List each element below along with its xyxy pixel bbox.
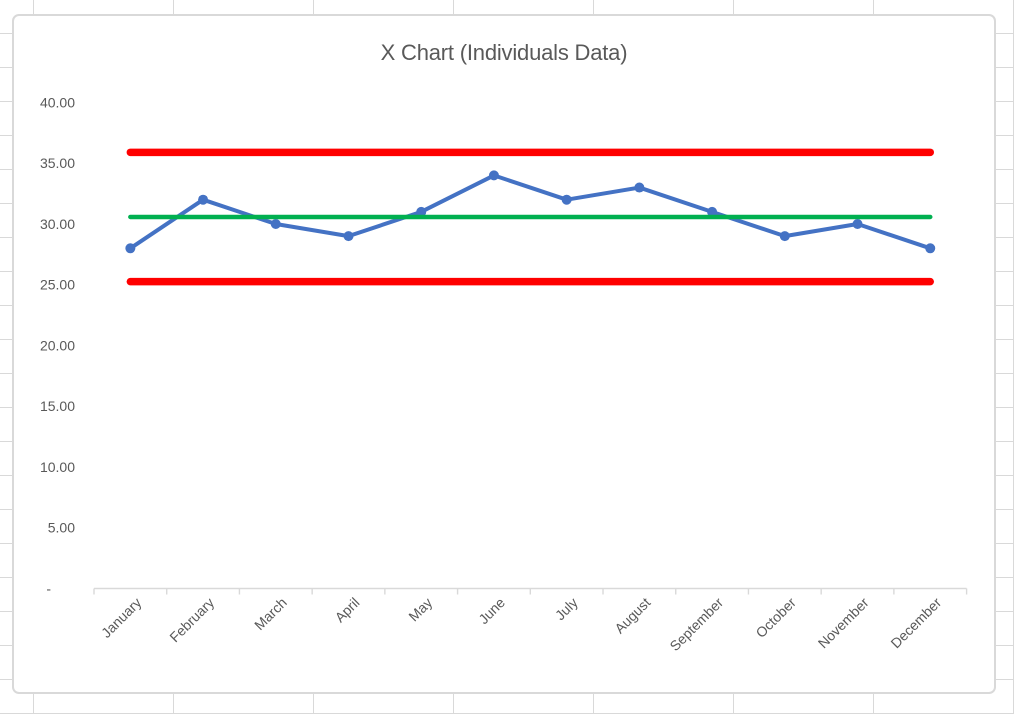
x-axis-label[interactable]: October bbox=[752, 594, 799, 641]
data-point-marker[interactable] bbox=[488, 170, 499, 181]
data-point-marker[interactable] bbox=[561, 194, 572, 205]
data-point-marker[interactable] bbox=[416, 206, 427, 217]
x-axis-label[interactable]: February bbox=[166, 594, 217, 645]
data-point-marker[interactable] bbox=[198, 194, 209, 205]
y-axis-label[interactable]: 40.00 bbox=[40, 94, 75, 110]
x-axis-label[interactable]: May bbox=[405, 594, 435, 624]
data-point-marker[interactable] bbox=[707, 206, 718, 217]
data-point-marker[interactable] bbox=[343, 231, 354, 242]
y-axis-label[interactable]: 30.00 bbox=[40, 216, 75, 232]
x-axis-label[interactable]: August bbox=[611, 594, 653, 636]
series-line-individuals[interactable] bbox=[128, 173, 933, 251]
chart-title[interactable]: X Chart (Individuals Data) bbox=[380, 40, 628, 65]
x-axis-label[interactable]: July bbox=[552, 594, 581, 623]
x-axis-label[interactable]: June bbox=[475, 594, 508, 627]
y-axis-label[interactable]: 15.00 bbox=[40, 398, 75, 414]
y-axis-label[interactable]: 35.00 bbox=[40, 155, 75, 171]
x-axis-label[interactable]: December bbox=[887, 594, 944, 651]
data-point-marker[interactable] bbox=[925, 243, 936, 254]
data-point-marker[interactable] bbox=[779, 231, 790, 242]
data-point-marker[interactable] bbox=[125, 243, 136, 254]
data-point-marker[interactable] bbox=[852, 219, 863, 229]
x-axis-label[interactable]: March bbox=[251, 594, 290, 633]
y-axis-label[interactable]: 5.00 bbox=[48, 520, 75, 536]
y-axis-label[interactable]: 10.00 bbox=[40, 459, 75, 475]
x-axis-label[interactable]: April bbox=[332, 594, 363, 625]
x-axis-label[interactable]: November bbox=[815, 594, 872, 651]
y-axis-label[interactable]: - bbox=[46, 580, 51, 596]
y-axis-label[interactable]: 20.00 bbox=[40, 337, 75, 353]
plot-area[interactable]: January February March April May June July Augu… bbox=[12, 14, 996, 694]
data-point-marker[interactable] bbox=[270, 219, 281, 229]
x-axis-label[interactable]: September bbox=[666, 594, 726, 654]
chart-object[interactable]: X Chart (Individuals Data) January Februa… bbox=[12, 14, 996, 694]
y-axis-label[interactable]: 25.00 bbox=[40, 277, 75, 293]
x-axis-label[interactable]: January bbox=[98, 594, 145, 641]
data-point-marker[interactable] bbox=[634, 182, 645, 193]
